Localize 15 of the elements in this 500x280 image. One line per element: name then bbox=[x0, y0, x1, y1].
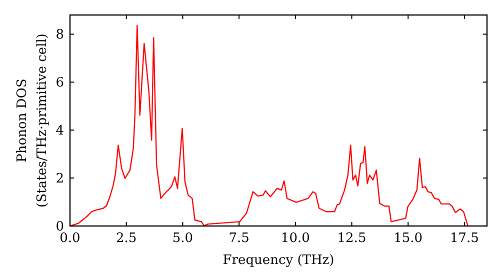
y-tick-label: 4 bbox=[56, 124, 64, 139]
y-tick-label: 8 bbox=[56, 28, 64, 43]
x-axis-title: Frequency (THz) bbox=[222, 253, 334, 268]
y-tick-label: 2 bbox=[56, 172, 64, 187]
x-tick-label: 15.0 bbox=[394, 231, 423, 246]
x-tick-label: 17.5 bbox=[450, 231, 479, 246]
x-tick-label: 0.0 bbox=[60, 231, 80, 246]
x-tick-label: 5.0 bbox=[172, 231, 194, 246]
x-tick-label: 12.5 bbox=[337, 231, 366, 246]
y-tick-label: 6 bbox=[56, 76, 64, 91]
x-tick-label: 2.5 bbox=[116, 231, 137, 246]
x-tick-label: 10.0 bbox=[280, 231, 310, 246]
y-axis-title: Phonon DOS (States/THz·primitive cell) bbox=[15, 33, 50, 208]
line-series bbox=[70, 24, 468, 226]
x-tick-label: 7.5 bbox=[228, 231, 250, 246]
